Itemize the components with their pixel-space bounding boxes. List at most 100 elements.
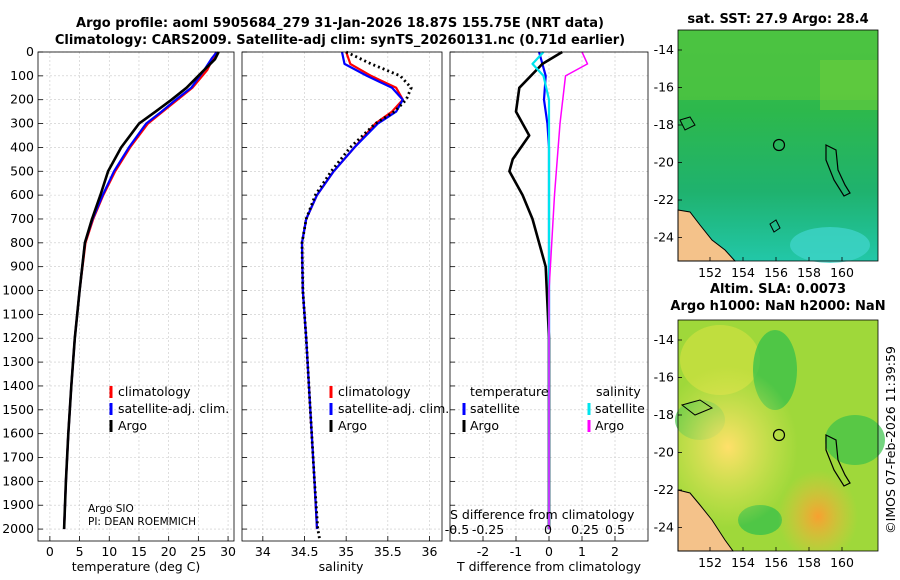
legend-temperature-heading: temperature (470, 384, 549, 399)
series-line-argo (300, 50, 413, 539)
y-tick-label: 800 (10, 235, 34, 250)
pi-label: PI: DEAN ROEMMICH (88, 516, 196, 528)
legend-satellite: satellite-adj. clim. (118, 401, 229, 416)
series-line-argo-s-diff (548, 51, 589, 530)
lon-tick-label: 158 (797, 265, 821, 280)
y-tick-label: 0 (26, 44, 34, 59)
y-tick-label: 1500 (2, 402, 34, 417)
lat-tick-label: -20 (654, 155, 674, 170)
x-tick-label: 20 (161, 544, 177, 559)
x-tick-label: 15 (131, 544, 147, 559)
y-tick-label: 1000 (2, 283, 34, 298)
s-tick: -0.5 (445, 522, 469, 537)
sst-cool-patch (790, 227, 870, 263)
sst-warm-patch (820, 60, 878, 110)
legend-satellite: satellite-adj. clim. (338, 401, 449, 416)
temperature-xlabel: temperature (deg C) (72, 559, 201, 574)
reef-outline (825, 434, 851, 487)
panel-frame (241, 51, 443, 542)
x-tick-label: 10 (101, 544, 117, 559)
difference-panel: -2 -1 0 1 2 (449, 50, 649, 559)
s-tick: 0.5 (605, 522, 625, 537)
difference-legend: temperature salinity satellite Argo sate… (462, 384, 645, 433)
sla-map (675, 319, 885, 552)
y-tick-label: 1600 (2, 426, 34, 441)
figure-title-line2: Climatology: CARS2009. Satellite-adj cli… (55, 33, 625, 48)
y-tick-label: 1800 (2, 473, 34, 488)
legend-s-satellite: satellite (595, 401, 645, 416)
reef-outline (679, 116, 696, 131)
lat-tick-label: -22 (654, 482, 674, 497)
sla-map-title-line2: Argo h1000: NaN h2000: NaN (670, 299, 885, 314)
reef-outline (825, 144, 851, 197)
legend-argo: Argo (118, 418, 147, 433)
sla-map-title-line1: Altim. SLA: 0.0073 (710, 282, 846, 297)
lat-tick-label: -18 (654, 117, 674, 132)
s-difference-label: S difference from climatology (450, 507, 635, 522)
x-tick-label: 34 (255, 544, 271, 559)
y-tick-label: 900 (10, 259, 34, 274)
lat-tick-label: -16 (654, 370, 674, 385)
lat-tick-label: -16 (654, 80, 674, 95)
y-tick-label: 200 (10, 92, 34, 107)
y-tick-label: 700 (10, 211, 34, 226)
x-tick-label: 5 (76, 544, 84, 559)
sla-map-frame (677, 319, 879, 552)
s-difference-ticks: -0.5 -0.25 0 0.25 0.5 (445, 522, 625, 537)
float-location-marker (772, 428, 786, 442)
float-location-marker (772, 138, 786, 152)
sst-map (677, 29, 879, 263)
lon-tick-label: 154 (731, 265, 755, 280)
salinity-panel: 34 34.5 35 35.5 36 (241, 50, 443, 559)
legend-t-argo: Argo (470, 418, 499, 433)
x-tick-label: 1 (578, 544, 586, 559)
x-tick-label: 35 (338, 544, 354, 559)
difference-xlabel: T difference from climatology (456, 559, 642, 574)
temperature-legend: climatology satellite-adj. clim. Argo (109, 384, 229, 433)
salinity-legend: climatology satellite-adj. clim. Argo (329, 384, 449, 433)
legend-climatology: climatology (118, 384, 191, 399)
y-tick-label: 1900 (2, 497, 34, 512)
x-tick-label: 0 (46, 544, 54, 559)
lon-tick-label: 156 (764, 555, 788, 570)
s-tick: 0 (544, 522, 552, 537)
lon-tick-label: 158 (797, 555, 821, 570)
x-tick-label: 35.5 (374, 544, 402, 559)
y-tick-label: 1400 (2, 378, 34, 393)
legend-climatology: climatology (338, 384, 411, 399)
lon-tick-label: 152 (698, 265, 722, 280)
legend-salinity-heading: salinity (596, 384, 641, 399)
legend-argo: Argo (338, 418, 367, 433)
y-tick-label: 300 (10, 116, 34, 131)
legend-s-argo: Argo (595, 418, 624, 433)
temperature-panel: 0100200300400500600700800900100011001200… (2, 44, 236, 559)
y-tick-label: 400 (10, 139, 34, 154)
x-tick-label: 0 (545, 544, 553, 559)
lon-tick-label: 156 (764, 265, 788, 280)
lat-tick-label: -14 (654, 332, 674, 347)
lon-tick-label: 160 (830, 555, 854, 570)
y-tick-label: 1200 (2, 330, 34, 345)
y-tick-label: 600 (10, 187, 34, 202)
imos-stamp: ©IMOS 07-Feb-2026 11:39:59 (883, 346, 898, 534)
s-tick: 0.25 (571, 522, 599, 537)
sla-map-ticks: 152 154 156 158 160 -14 -16 -18 -20 -22 -24 (654, 332, 854, 570)
sst-map-frame (677, 29, 879, 262)
lon-tick-label: 152 (698, 555, 722, 570)
legend-t-satellite: satellite (470, 401, 520, 416)
panel-frame (449, 51, 649, 542)
x-tick-label: -1 (510, 544, 522, 559)
sst-map-title: sat. SST: 27.9 Argo: 28.4 (687, 12, 868, 27)
x-tick-label: -2 (477, 544, 489, 559)
reef-outline (680, 399, 714, 416)
panel-frame (37, 51, 235, 542)
figure-title-line1: Argo profile: aoml 5905684_279 31-Jan-20… (76, 16, 604, 31)
x-tick-label: 34.5 (291, 544, 319, 559)
s-tick: -0.25 (472, 522, 504, 537)
series-line-argo (62, 51, 220, 530)
salinity-xlabel: salinity (319, 559, 364, 574)
x-tick-label: 2 (611, 544, 619, 559)
lat-tick-label: -24 (654, 520, 674, 535)
lat-tick-label: -20 (654, 445, 674, 460)
